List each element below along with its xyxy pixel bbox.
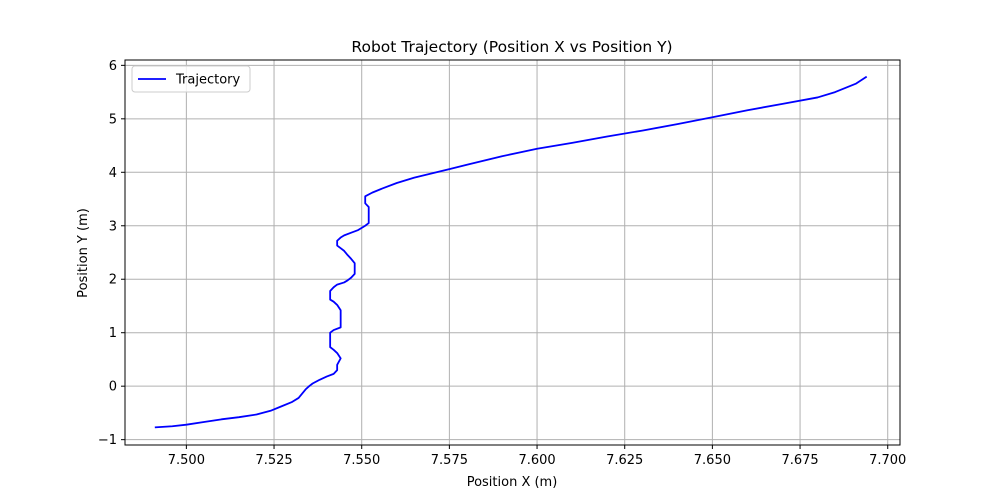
x-tick-label: 7.625 <box>606 453 643 468</box>
y-axis-ticks: −1 0 1 2 3 4 5 6 <box>98 59 125 448</box>
x-tick-label: 7.500 <box>168 453 205 468</box>
legend: Trajectory <box>131 65 251 93</box>
y-tick-label: 4 <box>109 166 117 181</box>
x-tick-label: 7.550 <box>343 453 380 468</box>
x-axis-ticks: 7.500 7.525 7.550 7.575 7.600 7.625 7.650 7.675… <box>168 445 906 468</box>
plot-frame <box>124 59 901 446</box>
x-tick-label: 7.700 <box>869 453 906 468</box>
legend-label: Trajectory <box>175 73 240 88</box>
x-tick-label: 7.525 <box>255 453 292 468</box>
chart-title: Robot Trajectory (Position X vs Position… <box>351 38 672 56</box>
y-tick-label: 2 <box>109 273 117 288</box>
y-tick-label: 1 <box>109 326 117 341</box>
y-tick-label: −1 <box>98 433 117 448</box>
y-tick-label: 0 <box>109 380 117 395</box>
x-tick-label: 7.650 <box>694 453 731 468</box>
x-tick-label: 7.575 <box>431 453 468 468</box>
y-tick-label: 3 <box>109 219 117 234</box>
trajectory-line <box>154 75 868 429</box>
y-tick-label: 5 <box>109 112 117 127</box>
y-tick-label: 6 <box>109 59 117 74</box>
x-tick-label: 7.675 <box>781 453 818 468</box>
series-layer <box>154 75 868 429</box>
x-tick-label: 7.600 <box>518 453 555 468</box>
y-axis-label: Position Y (m) <box>76 208 91 298</box>
grid-lines <box>125 60 900 445</box>
x-axis-label: Position X (m) <box>467 475 558 490</box>
legend-box <box>131 65 251 93</box>
